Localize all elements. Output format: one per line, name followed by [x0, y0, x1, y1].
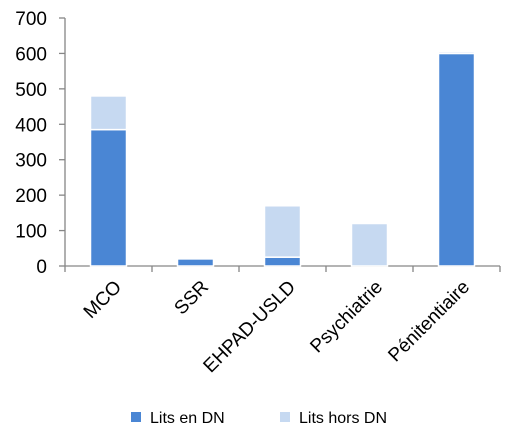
y-tick-label: 500: [15, 80, 47, 101]
legend: Lits en DN Lits hors DN: [131, 410, 387, 427]
y-tick-labels: 0 100 200 300 400 500 600 700: [15, 9, 47, 278]
bar-segment-lits-hors-dn: [437, 50, 476, 55]
x-category-label: MCO: [80, 277, 126, 323]
y-tick-label: 300: [15, 151, 47, 172]
x-category-label: Psychiatrie: [306, 277, 387, 358]
bars: [89, 50, 476, 267]
legend-swatch: [280, 412, 290, 422]
x-category-label: SSR: [171, 277, 213, 319]
bar-segment-lits-hors-dn: [263, 205, 302, 258]
bar-segment-lits-hors-dn: [350, 222, 389, 267]
bar-segment-lits-en-dn: [176, 258, 215, 267]
y-tick-label: 200: [15, 186, 47, 207]
axes: [59, 17, 501, 272]
y-tick-label: 0: [36, 257, 47, 278]
y-tick-label: 700: [15, 9, 47, 30]
legend-swatch: [131, 412, 141, 422]
legend-label: Lits en DN: [150, 410, 225, 427]
bar-segment-lits-en-dn: [89, 128, 128, 267]
x-category-label: EHPAD-USLD: [200, 277, 300, 377]
bar-segment-lits-hors-dn: [89, 95, 128, 131]
legend-label: Lits hors DN: [299, 410, 387, 427]
x-category-label: Pénitentiaire: [384, 277, 474, 367]
y-tick-label: 100: [15, 222, 47, 243]
bar-segment-lits-en-dn: [437, 52, 476, 267]
y-tick-label: 400: [15, 115, 47, 136]
bar-segment-lits-en-dn: [263, 256, 302, 267]
y-tick-label: 600: [15, 44, 47, 65]
